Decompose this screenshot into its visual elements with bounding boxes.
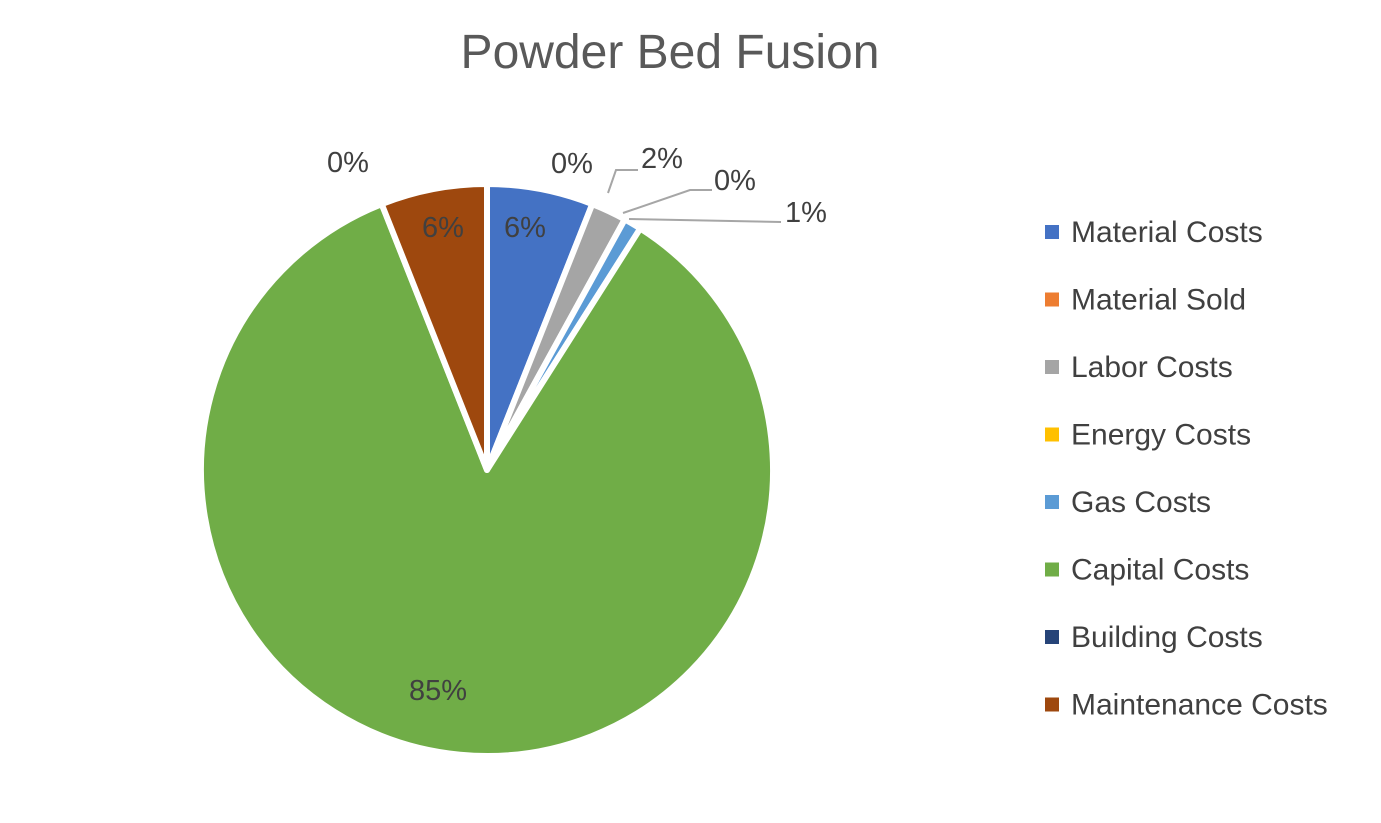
- legend-swatch-labor-costs: [1045, 360, 1059, 374]
- label-leader-lines: [607, 169, 782, 223]
- legend: Material Costs Material Sold Labor Costs En…: [1045, 216, 1328, 722]
- legend-swatch-material-sold: [1045, 292, 1059, 307]
- data-label-building-costs: 0%: [327, 147, 369, 179]
- legend-swatch-energy-costs: [1045, 427, 1059, 442]
- data-label-capital-costs: 85%: [409, 675, 467, 707]
- legend-swatch-maintenance-costs: [1045, 697, 1059, 712]
- legend-label-gas-costs: Gas Costs: [1071, 486, 1211, 519]
- data-label-material-sold: 0%: [551, 148, 593, 180]
- legend-label-maintenance-costs: Maintenance Costs: [1071, 689, 1328, 722]
- legend-label-capital-costs: Capital Costs: [1071, 554, 1249, 587]
- legend-swatch-material-costs: [1045, 225, 1059, 239]
- pie-slice-capital-costs: [198, 201, 776, 759]
- legend-item-energy-costs: Energy Costs: [1045, 419, 1251, 452]
- legend-item-material-sold: Material Sold: [1045, 284, 1246, 317]
- legend-item-gas-costs: Gas Costs: [1045, 486, 1211, 519]
- leader-line-labor-costs: [607, 169, 638, 194]
- legend-item-material-costs: Material Costs: [1045, 216, 1263, 249]
- legend-label-building-costs: Building Costs: [1071, 621, 1263, 654]
- chart-title: Powder Bed Fusion: [461, 26, 880, 79]
- pie-slices: [198, 181, 776, 759]
- legend-item-building-costs: Building Costs: [1045, 621, 1263, 654]
- data-label-labor-costs: 2%: [641, 143, 683, 175]
- data-label-energy-costs: 0%: [714, 165, 756, 197]
- leader-line-energy-costs: [622, 189, 712, 214]
- legend-label-labor-costs: Labor Costs: [1071, 351, 1233, 384]
- data-label-gas-costs: 1%: [785, 197, 827, 229]
- legend-swatch-capital-costs: [1045, 562, 1059, 577]
- data-label-maintenance-costs: 6%: [422, 212, 464, 244]
- legend-label-energy-costs: Energy Costs: [1071, 419, 1251, 452]
- legend-item-capital-costs: Capital Costs: [1045, 554, 1249, 587]
- data-label-material-costs: 6%: [504, 212, 546, 244]
- legend-item-maintenance-costs: Maintenance Costs: [1045, 689, 1328, 722]
- legend-label-material-sold: Material Sold: [1071, 284, 1246, 317]
- legend-item-labor-costs: Labor Costs: [1045, 351, 1233, 384]
- legend-label-material-costs: Material Costs: [1071, 216, 1263, 249]
- data-labels: 6%0% 2%0%1%85%0%6%: [327, 143, 827, 707]
- legend-swatch-gas-costs: [1045, 495, 1059, 509]
- legend-swatch-building-costs: [1045, 630, 1059, 644]
- pie-slice-maintenance-costs: [378, 181, 490, 473]
- leader-line-gas-costs: [628, 218, 782, 223]
